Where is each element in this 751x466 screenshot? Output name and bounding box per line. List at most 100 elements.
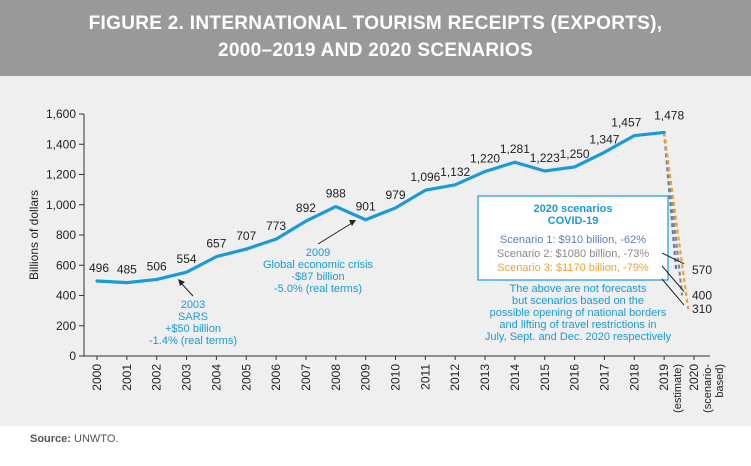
data-point (95, 279, 99, 283)
scenario-arrow-2 (661, 265, 685, 292)
data-label: 1,281 (500, 142, 530, 156)
data-label: 1,096 (410, 170, 440, 184)
data-point (573, 165, 576, 169)
data-label: 496 (89, 261, 109, 275)
annotation-crisis-line: Global economic crisis (263, 259, 374, 271)
annotation-crisis-line: -5.0% (real terms) (274, 283, 362, 295)
x-tick-label: 2011 (418, 364, 432, 390)
source-label: Source: (30, 433, 71, 445)
data-point (483, 170, 487, 173)
data-point (543, 169, 546, 173)
x-tick-label: 2006 (269, 364, 283, 391)
data-point (454, 183, 457, 186)
y-axis-label: Billions of dollars (27, 190, 41, 280)
scenario-label-1: Scenario 1: $910 billion, -62% (500, 234, 646, 246)
scenario-label-3: Scenario 3: $1170 billion, -79% (497, 262, 649, 274)
data-point (662, 131, 666, 134)
data-label: 901 (356, 200, 376, 214)
tourism-receipts-chart: 0 200 400 600 800 1,000 1,200 1,400 1,600 Billion… (27, 107, 726, 413)
scenario-note-line: possible opening of national borders (490, 307, 667, 319)
figure-title-line2: 2000–2019 AND 2020 SCENARIOS (217, 40, 534, 61)
y-tick-label: 1,600 (46, 107, 76, 121)
annotation-sars-line: 2003 (181, 299, 205, 311)
x-tick-sublabel: based) (714, 364, 726, 398)
data-point (215, 255, 218, 258)
x-tick-label: 2000 (90, 364, 104, 391)
annotation-sars-arrowhead (178, 279, 185, 286)
data-point (304, 219, 308, 223)
figure-title-line1: FIGURE 2. INTERNATIONAL TOURISM RECEIPTS… (88, 13, 663, 34)
annotation-sars-line: -1.4% (real terms) (149, 335, 237, 347)
data-label: 1,220 (470, 151, 500, 165)
y-tick-label: 1,000 (46, 198, 76, 212)
data-point (125, 281, 129, 284)
x-tick-label: 2018 (627, 364, 641, 391)
x-tick-label: 2009 (359, 364, 373, 391)
y-tick-label: 1,400 (46, 137, 76, 151)
scenario-end-label-3: 310 (692, 302, 712, 316)
scenario-end-label-2: 400 (692, 289, 712, 303)
x-tick-label: 2020 (687, 364, 701, 391)
scenario-note-line: and lifting of travel restrictions in (499, 319, 656, 331)
data-point (185, 271, 188, 274)
chart-panel: 0 200 400 600 800 1,000 1,200 1,400 1,600 Billion… (0, 76, 751, 426)
annotation-sars-line: +$50 billion (165, 323, 221, 335)
scenario-box-subtitle: COVID-19 (548, 215, 599, 227)
y-tick-label: 800 (56, 228, 76, 242)
x-tick-label: 2013 (478, 364, 492, 391)
annotation-crisis-line: 2009 (306, 247, 330, 259)
x-tick-label: 2017 (597, 364, 611, 391)
data-point (274, 237, 278, 241)
scenario-arrow-3 (661, 278, 685, 306)
data-label: 1,250 (560, 147, 590, 161)
x-tick-label: 2019 (657, 364, 671, 391)
x-tick-label: 2002 (150, 364, 164, 391)
data-label: 485 (117, 263, 137, 277)
figure-header: FIGURE 2. INTERNATIONAL TOURISM RECEIPTS… (0, 0, 751, 76)
data-label: 1,132 (440, 165, 470, 179)
y-tick-label: 200 (56, 319, 76, 333)
data-label: 707 (236, 229, 256, 243)
scenario-note-line: The above are not forecasts (510, 283, 647, 295)
annotation-sars-arrow (179, 281, 194, 297)
data-point (513, 161, 517, 164)
scenario-box (477, 195, 669, 281)
data-point (334, 205, 337, 208)
data-label: 506 (147, 259, 167, 273)
data-point (245, 247, 248, 251)
x-tick-label: 2010 (389, 364, 403, 391)
data-point (603, 151, 606, 154)
x-tick-label: 2004 (209, 364, 223, 391)
data-point (155, 278, 158, 281)
annotation-crisis-arrow (317, 222, 353, 245)
series-line (95, 130, 666, 285)
scenario-arrow-1 (661, 252, 685, 265)
x-tick-label: 2003 (180, 364, 194, 391)
scenario-line-2 (663, 132, 684, 296)
source-note: Source: UNWTO. (30, 433, 118, 445)
scenario-note-line: but scenarios based on the (512, 295, 644, 307)
y-tick-label: 600 (56, 258, 76, 272)
scenario-label-2: Scenario 2: $1080 billion, -73% (497, 248, 649, 260)
data-point (424, 189, 427, 192)
data-label: 554 (177, 252, 197, 266)
annotation-crisis-arrowhead (349, 220, 356, 226)
x-tick-label: 2005 (239, 364, 253, 391)
data-label: 1,347 (589, 132, 619, 146)
x-tick-label: 2015 (538, 364, 552, 391)
data-label: 1,457 (611, 116, 641, 130)
x-tick-label: 2008 (329, 364, 343, 391)
scenario-end-label-1: 570 (692, 263, 712, 277)
data-point (394, 206, 397, 210)
scenario-line-3 (663, 132, 690, 310)
data-label: 1,478 (654, 108, 684, 122)
data-label: 979 (385, 188, 405, 202)
data-point (364, 218, 367, 221)
x-tick-label: 2016 (568, 364, 582, 391)
scenario-note-line: July, Sept. and Dec. 2020 respectively (485, 331, 672, 343)
scenario-box-title: 2020 scenarios (534, 203, 613, 215)
data-label: 1,223 (530, 151, 560, 165)
x-tick-label: 2014 (508, 364, 522, 391)
y-tick-label: 400 (56, 289, 76, 303)
x-tick-sublabel: (scenario- (702, 364, 714, 413)
